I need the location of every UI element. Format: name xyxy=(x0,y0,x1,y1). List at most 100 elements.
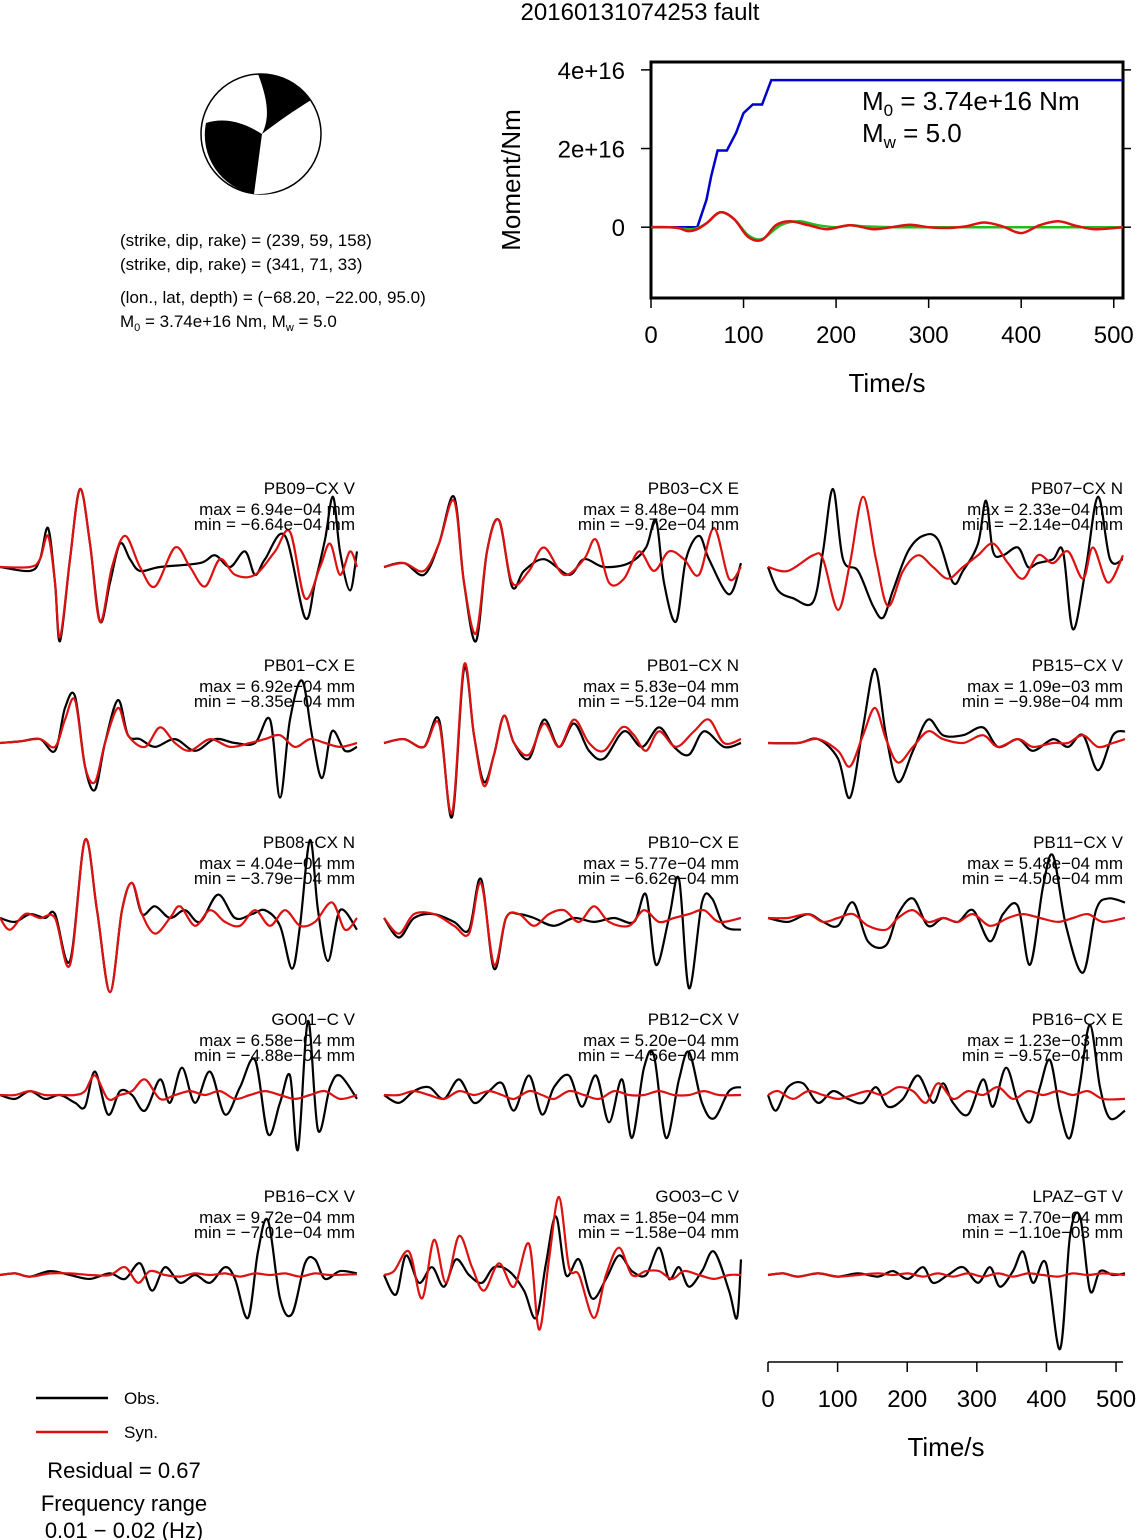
station-min: min = −5.12e−04 mm xyxy=(578,692,739,711)
moment-xtick-label: 200 xyxy=(816,322,856,349)
moment-mw-annotation: Mw = 5.0 xyxy=(862,118,962,152)
moment-chart: Moment/Nm Time/s M0 = 3.74e+16 Nm Mw = 5… xyxy=(496,58,1134,398)
station-min: min = −7.01e−04 mm xyxy=(194,1223,355,1242)
moment-xlabel: Time/s xyxy=(848,368,925,398)
moment-series-0 xyxy=(651,78,1123,229)
legend: Obs. Syn. xyxy=(36,1389,160,1442)
observed-waveform xyxy=(766,487,1124,631)
station-max: max = 1.09e−03 mm xyxy=(967,677,1123,696)
nodal-plane-1: (strike, dip, rake) = (239, 59, 158) xyxy=(120,231,372,250)
station-max: max = 1.85e−04 mm xyxy=(583,1208,739,1227)
synthetic-waveform xyxy=(383,1195,742,1331)
station-max: max = 6.94e−04 mm xyxy=(199,500,355,519)
moment-m0-annotation: M0 = 3.74e+16 Nm xyxy=(862,86,1080,120)
station-max: max = 8.48e−04 mm xyxy=(583,500,739,519)
synthetic-waveform xyxy=(383,1089,742,1101)
station-label: PB12−CX V xyxy=(648,1010,740,1029)
station-max: max = 6.92e−04 mm xyxy=(199,677,355,696)
station-min: min = −4.56e−04 mm xyxy=(578,1046,739,1065)
moment-ytick-label: 4e+16 xyxy=(558,58,625,85)
station-max: max = 5.77e−04 mm xyxy=(583,854,739,873)
legend-syn-label: Syn. xyxy=(124,1423,158,1442)
synthetic-waveform xyxy=(383,881,742,966)
station-max: max = 2.33e−04 mm xyxy=(967,500,1123,519)
station-label: PB08−CX N xyxy=(263,833,355,852)
station-label: PB09−CX V xyxy=(264,479,356,498)
synthetic-waveform xyxy=(767,1082,1126,1104)
station-min: min = −1.10e−03 mm xyxy=(962,1223,1123,1242)
waveform-xtick-label: 400 xyxy=(1026,1386,1066,1413)
moment-xtick-label: 300 xyxy=(909,322,949,349)
station-label: PB01−CX N xyxy=(647,656,739,675)
moment-ylabel: Moment/Nm xyxy=(496,109,526,251)
observed-waveform xyxy=(0,1217,358,1320)
residual-text: Residual = 0.67 xyxy=(47,1458,201,1483)
moment-xtick-label: 400 xyxy=(1001,322,1041,349)
station-label: PB16−CX E xyxy=(1032,1010,1123,1029)
observed-waveform xyxy=(383,1049,742,1140)
beachball-icon xyxy=(200,73,322,195)
station-max: max = 5.20e−04 mm xyxy=(583,1031,739,1050)
observed-waveform xyxy=(383,875,742,990)
waveform-xlabel: Time/s xyxy=(907,1432,984,1462)
station-min: min = −4.88e−04 mm xyxy=(194,1046,355,1065)
station-min: min = −6.64e−04 mm xyxy=(194,515,355,534)
station-label: LPAZ−GT V xyxy=(1032,1187,1123,1206)
waveform-time-axis: Time/s 0 100 200 300 400 500 xyxy=(761,1361,1136,1462)
frequency-range: 0.01 − 0.02 (Hz) xyxy=(45,1518,203,1540)
waveform-xtick-label: 100 xyxy=(818,1386,858,1413)
station-max: max = 6.58e−04 mm xyxy=(199,1031,355,1050)
station-label: GO01−C V xyxy=(271,1010,355,1029)
station-label: PB10−CX E xyxy=(648,833,739,852)
observed-waveform xyxy=(767,667,1126,799)
waveform-xtick-label: 300 xyxy=(957,1386,997,1413)
moment-xtick-label: 0 xyxy=(644,322,657,349)
station-min: min = −9.98e−04 mm xyxy=(962,692,1123,711)
synthetic-waveform xyxy=(767,706,1126,768)
station-max: max = 9.72e−04 mm xyxy=(199,1208,355,1227)
observed-waveform xyxy=(383,1215,743,1320)
station-min: min = −9.72e−04 mm xyxy=(578,515,739,534)
station-label: PB15−CX V xyxy=(1032,656,1124,675)
synthetic-waveform xyxy=(383,499,742,635)
synthetic-waveform xyxy=(0,697,358,785)
station-max: max = 5.83e−04 mm xyxy=(583,677,739,696)
station-min: min = −6.62e−04 mm xyxy=(578,869,739,888)
station-max: max = 4.04e−04 mm xyxy=(199,854,355,873)
observed-waveform xyxy=(0,679,358,799)
waveform-xtick-label: 500 xyxy=(1096,1386,1136,1413)
station-label: PB16−CX V xyxy=(264,1187,356,1206)
moment-chart-frame xyxy=(649,60,1125,300)
synthetic-waveform xyxy=(767,1272,1126,1278)
synthetic-waveform xyxy=(767,909,1126,932)
waveform-xtick-label: 200 xyxy=(887,1386,927,1413)
synthetic-waveform xyxy=(0,487,359,639)
station-label: PB11−CX V xyxy=(1033,833,1124,852)
synthetic-waveform xyxy=(767,495,1124,612)
nodal-plane-2: (strike, dip, rake) = (341, 71, 33) xyxy=(120,255,362,274)
station-max: max = 7.70e−04 mm xyxy=(967,1208,1123,1227)
moment-ytick-label: 2e+16 xyxy=(558,137,625,164)
moment-xtick-label: 500 xyxy=(1094,322,1134,349)
station-max: max = 5.48e−04 mm xyxy=(967,854,1123,873)
station-min: min = −1.58e−04 mm xyxy=(578,1223,739,1242)
moment-summary: M0 = 3.74e+16 Nm, Mw = 5.0 xyxy=(120,312,337,334)
frequency-title: Frequency range xyxy=(41,1491,207,1516)
synthetic-waveform xyxy=(0,1074,358,1101)
station-min: min = −2.14e−04 mm xyxy=(962,515,1123,534)
moment-xtick-label: 100 xyxy=(724,322,764,349)
observed-waveform xyxy=(766,1023,1126,1140)
